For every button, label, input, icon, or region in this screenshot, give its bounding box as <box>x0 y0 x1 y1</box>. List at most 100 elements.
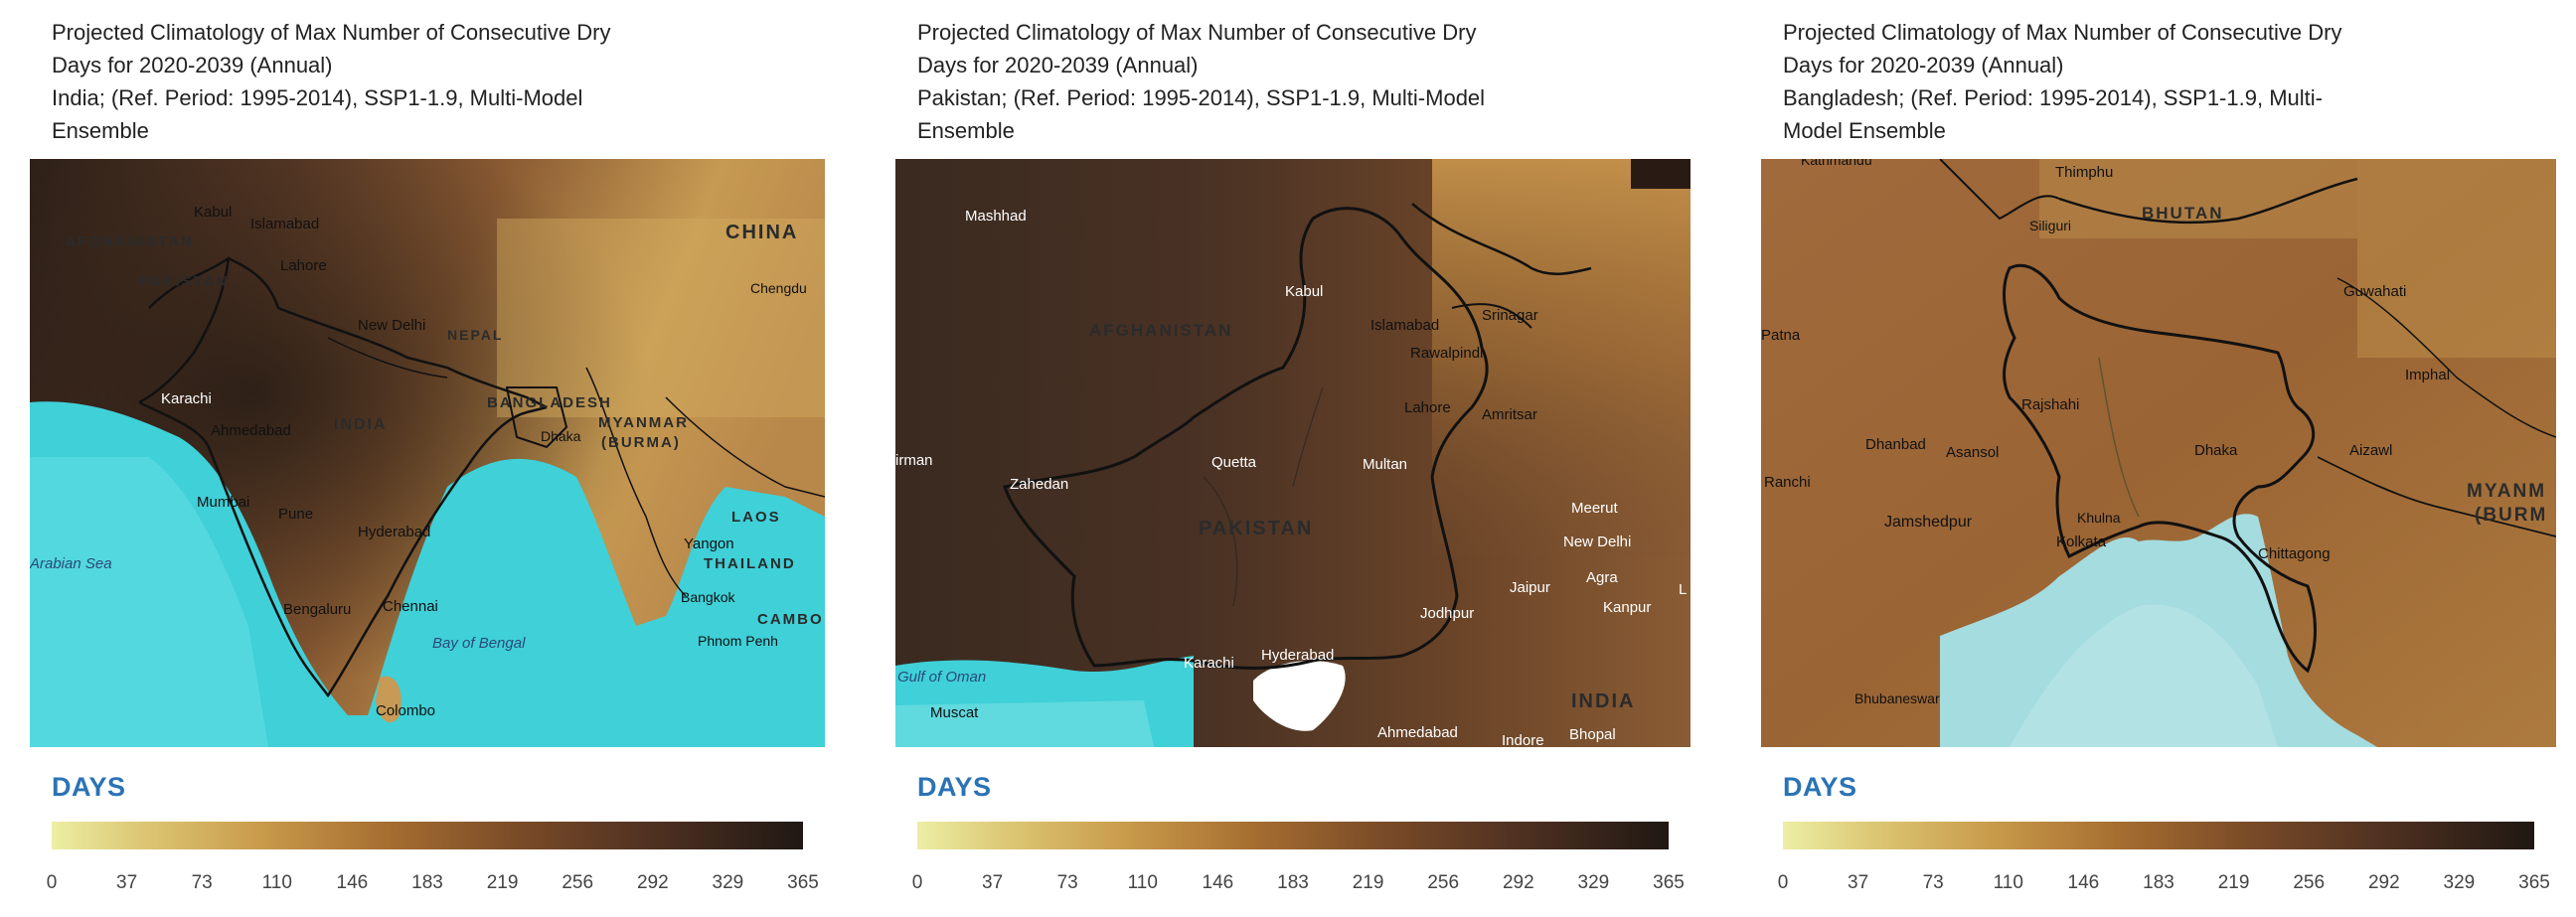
map-label-bangkok: Bangkok <box>681 589 735 605</box>
map-label-zahedan: Zahedan <box>1010 476 1068 493</box>
legend-tick: 219 <box>486 872 519 893</box>
map-label-kolkata: Kolkata <box>2056 534 2107 550</box>
map-label-rawalpindi: Rawalpindi <box>1410 345 1483 362</box>
map-label-myanmar: MYANMAR <box>598 414 689 431</box>
legend-tick: 219 <box>2217 872 2250 893</box>
title-line: Ensemble <box>917 118 1015 143</box>
title-line: Projected Climatology of Max Number of C… <box>52 20 611 45</box>
map-label-laos: LAOS <box>731 509 781 526</box>
map-label-arabian-sea: Arabian Sea <box>30 555 112 572</box>
map-label-jaipur: Jaipur <box>1510 579 1550 596</box>
map-label-mashhad: Mashhad <box>965 208 1027 225</box>
map-label-asansol: Asansol <box>1946 444 1999 461</box>
legend-tick: 73 <box>1922 872 1944 893</box>
map-label-bangladesh: BANGLADESH <box>487 394 612 411</box>
map-label-aizawl: Aizawl <box>2349 442 2392 459</box>
map-label-rajshahi: Rajshahi <box>2021 396 2079 413</box>
map-label-multan: Multan <box>1363 456 1407 473</box>
title-line: Bangladesh; (Ref. Period: 1995-2014), SS… <box>1783 85 2323 110</box>
map-label-siliguri: Siliguri <box>2029 218 2071 233</box>
legend-tick: 365 <box>787 872 819 893</box>
climatology-map[interactable]: Kabul Islamabad AFGHANISTAN Lahore PAKIS… <box>30 159 825 747</box>
map-label-chittagong: Chittagong <box>2258 545 2331 562</box>
map-label-chengdu: Chengdu <box>750 280 807 296</box>
map-label-islamabad: Islamabad <box>250 216 319 232</box>
legend-tick: 365 <box>1653 872 1685 893</box>
legend-tick: 73 <box>1056 872 1078 893</box>
title-line: Days for 2020-2039 (Annual) <box>1783 53 2064 77</box>
map-label-dhaka: Dhaka <box>541 428 581 444</box>
map-label-myanmar: MYANM <box>2467 481 2546 502</box>
legend-tick: 110 <box>1993 872 2023 893</box>
legend-tick: 365 <box>2518 872 2550 893</box>
legend-tick: 256 <box>562 872 594 893</box>
legend-tick: 0 <box>1777 872 1789 893</box>
map-label-hyderabad: Hyderabad <box>358 524 430 540</box>
legend-tick: 110 <box>261 872 292 893</box>
legend-tick: 37 <box>1848 872 1869 893</box>
climatology-map[interactable]: Kathmandu Thimphu Siliguri BHUTAN Guwaha… <box>1761 159 2556 747</box>
legend-title: DAYS <box>52 772 126 802</box>
legend-tick: 292 <box>2367 872 2400 893</box>
map-label-kabul: Kabul <box>194 204 232 221</box>
title-line: Model Ensemble <box>1783 118 1946 143</box>
map-label-jamshedpur: Jamshedpur <box>1884 514 1973 531</box>
map-label-burma: (BURMA) <box>601 434 681 451</box>
map-label-bengaluru: Bengaluru <box>283 601 351 618</box>
map-label-dhaka: Dhaka <box>2194 442 2238 459</box>
map-label-afghanistan: AFGHANISTAN <box>1089 321 1232 340</box>
map-label-indore: Indore <box>1502 732 1544 747</box>
map-label-ahmedabad: Ahmedabad <box>211 422 291 439</box>
map-label-jodhpur: Jodhpur <box>1420 605 1474 622</box>
map-label-new-delhi: New Delhi <box>1563 534 1631 550</box>
map-label-guwahati: Guwahati <box>2343 283 2406 300</box>
climatology-map[interactable]: Mashhad Kabul Srinagar AFGHANISTAN Islam… <box>895 159 1690 747</box>
map-label-phnom-penh: Phnom Penh <box>698 633 778 649</box>
map-label-ranchi: Ranchi <box>1764 474 1811 491</box>
title-line: India; (Ref. Period: 1995-2014), SSP1-1.… <box>52 85 583 110</box>
legend-tick: 329 <box>712 872 744 893</box>
map-label-karachi: Karachi <box>161 390 212 407</box>
map-label-ahmedabad: Ahmedabad <box>1377 724 1458 741</box>
title-line: Projected Climatology of Max Number of C… <box>917 20 1477 45</box>
map-label-bay-of-bengal: Bay of Bengal <box>432 635 526 652</box>
map-label-amritsar: Amritsar <box>1482 406 1537 423</box>
map-panel-pakistan: Projected Climatology of Max Number of C… <box>895 0 1690 917</box>
map-label-cambodia: CAMBO <box>757 611 824 628</box>
map-label-india: INDIA <box>1571 690 1635 712</box>
title-line: Days for 2020-2039 (Annual) <box>52 53 333 77</box>
map-label-edge-l: L <box>1679 581 1687 598</box>
legend-tick: 146 <box>1202 872 1234 893</box>
map-panel-india: Projected Climatology of Max Number of C… <box>30 0 825 917</box>
map-label-nepal: NEPAL <box>447 327 503 343</box>
map-label-yangon: Yangon <box>684 535 734 552</box>
map-label-imphal: Imphal <box>2405 367 2450 383</box>
legend-color-bar <box>917 822 1669 849</box>
map-label-afghanistan: AFGHANISTAN <box>65 233 194 250</box>
legend-tick: 329 <box>1577 872 1610 893</box>
legend-tick: 256 <box>2293 872 2326 893</box>
title-line: Pakistan; (Ref. Period: 1995-2014), SSP1… <box>917 85 1486 110</box>
map-label-islamabad: Islamabad <box>1370 317 1439 334</box>
map-label-patna: Patna <box>1761 327 1801 344</box>
map-label-bhubaneswar: Bhubaneswar <box>1854 690 1940 706</box>
map-label-chennai: Chennai <box>383 598 438 615</box>
map-label-gulf-of-oman: Gulf of Oman <box>897 669 986 686</box>
map-label-srinagar: Srinagar <box>1482 307 1538 324</box>
legend-tick: 146 <box>2067 872 2100 893</box>
legend-tick: 0 <box>911 872 923 893</box>
legend-title: DAYS <box>917 772 992 802</box>
legend-tick: 183 <box>2143 872 2174 893</box>
legend-tick: 37 <box>116 872 138 893</box>
map-label-karachi: Karachi <box>1184 655 1234 672</box>
map-label-pakistan: PAKISTAN <box>139 273 229 290</box>
map-label-agra: Agra <box>1586 569 1618 586</box>
map-label-thailand: THAILAND <box>704 555 796 572</box>
legend-color-bar <box>52 822 803 849</box>
map-label-kathmandu: Kathmandu <box>1801 159 1872 168</box>
legend-tick: 0 <box>46 872 58 893</box>
legend-tick: 329 <box>2443 872 2476 893</box>
map-label-thimphu: Thimphu <box>2055 164 2113 181</box>
legend-tick: 256 <box>1427 872 1460 893</box>
map-label-kabul: Kabul <box>1285 283 1323 300</box>
